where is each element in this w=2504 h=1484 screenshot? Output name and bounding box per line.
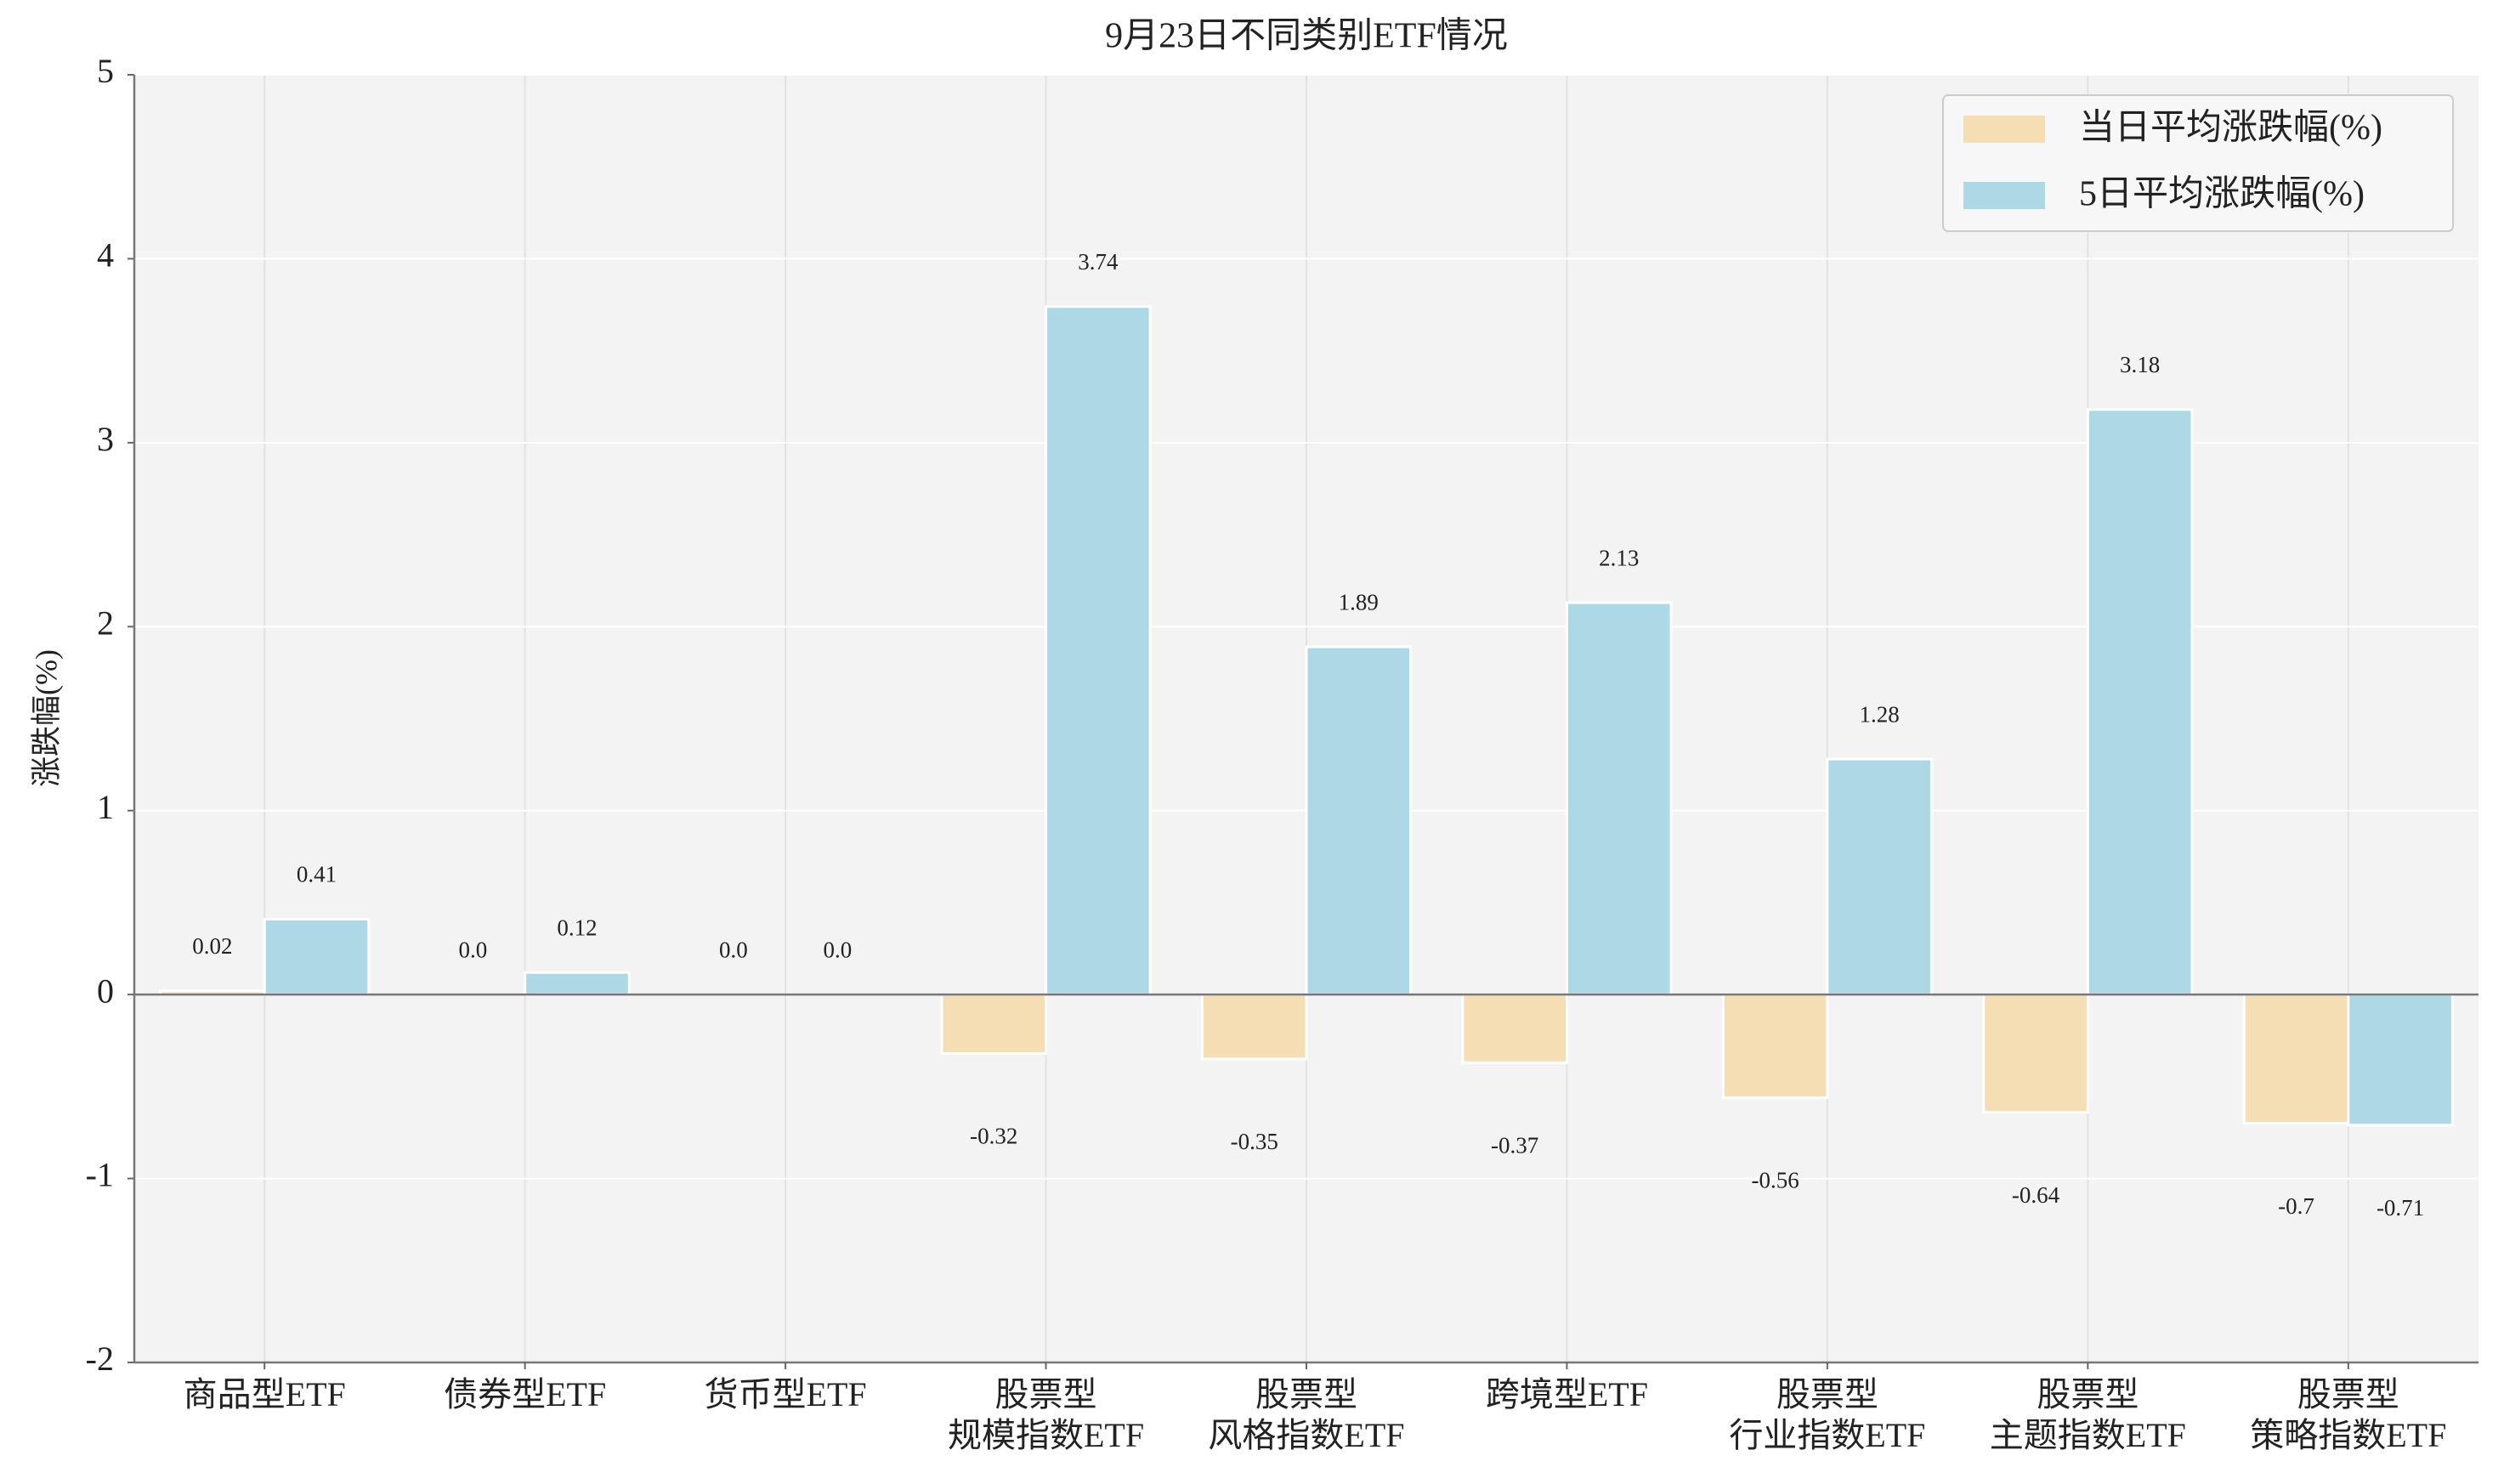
value-label: 3.74: [1078, 249, 1119, 275]
y-tick-label: -1: [86, 1156, 114, 1194]
bar: [1045, 305, 1152, 996]
legend-label: 5日平均涨跌幅(%): [2079, 175, 2365, 214]
value-label: 0.41: [297, 862, 337, 887]
bar: [263, 917, 371, 996]
value-label: -0.56: [1751, 1168, 1799, 1193]
y-axis-label: 涨跌幅(%): [29, 649, 63, 787]
x-tick-label: 股票型 风格指数ETF: [1208, 1375, 1405, 1454]
legend-swatch: [1963, 116, 2045, 143]
legend-box: [1942, 94, 2454, 232]
x-tick-label: 商品型ETF: [183, 1375, 346, 1413]
value-label: 3.18: [2120, 352, 2160, 377]
bar: [1200, 993, 1308, 1061]
value-label: 0.12: [557, 915, 597, 940]
bar: [1982, 993, 2089, 1114]
y-tick-label: -2: [86, 1340, 114, 1378]
y-tick-label: 0: [97, 971, 114, 1010]
bar: [2242, 993, 2350, 1125]
y-tick-label: 2: [97, 603, 114, 642]
value-label: 1.89: [1339, 589, 1379, 615]
x-tick-label: 股票型 规模指数ETF: [947, 1375, 1145, 1454]
bar: [1721, 993, 1829, 1099]
bar: [1826, 757, 1933, 996]
value-label: -0.35: [1231, 1129, 1278, 1154]
value-label: 0.0: [719, 937, 748, 962]
value-label: -0.37: [1491, 1132, 1538, 1158]
value-label: -0.64: [2012, 1182, 2060, 1208]
x-tick-label: 股票型 主题指数ETF: [1989, 1375, 2186, 1454]
y-tick-label: 3: [97, 420, 114, 458]
bar: [1461, 993, 1568, 1064]
value-label: 0.0: [459, 937, 488, 962]
y-tick-label: 5: [97, 52, 114, 90]
x-tick-label: 债券型ETF: [444, 1375, 607, 1413]
value-label: 0.02: [192, 933, 232, 959]
x-tick-label: 货币型ETF: [704, 1375, 867, 1413]
legend-label: 当日平均涨跌幅(%): [2079, 109, 2382, 148]
value-label: -0.7: [2278, 1193, 2314, 1219]
bar: [1565, 601, 1673, 996]
x-tick-label: 跨境型ETF: [1485, 1375, 1648, 1413]
bar: [940, 993, 1048, 1055]
value-label: 2.13: [1599, 545, 1639, 570]
x-tick-label: 股票型 策略指数ETF: [2250, 1375, 2447, 1454]
bar: [524, 971, 631, 996]
bar: [2347, 993, 2454, 1127]
y-tick-label: 4: [97, 236, 114, 275]
value-label: 1.28: [1860, 701, 1900, 727]
bar: [1305, 645, 1413, 996]
value-label: -0.32: [970, 1124, 1017, 1149]
legend: 当日平均涨跌幅(%) 5日平均涨跌幅(%): [1942, 94, 2454, 232]
legend-swatch: [1963, 182, 2045, 209]
value-label: 0.0: [824, 937, 853, 962]
chart-title: 9月23日不同类别ETF情况: [1105, 17, 1508, 56]
value-label: -0.71: [2377, 1195, 2424, 1221]
x-tick-label: 股票型 行业指数ETF: [1729, 1375, 1926, 1454]
bar: [2086, 408, 2194, 996]
y-tick-label: 1: [97, 788, 114, 826]
